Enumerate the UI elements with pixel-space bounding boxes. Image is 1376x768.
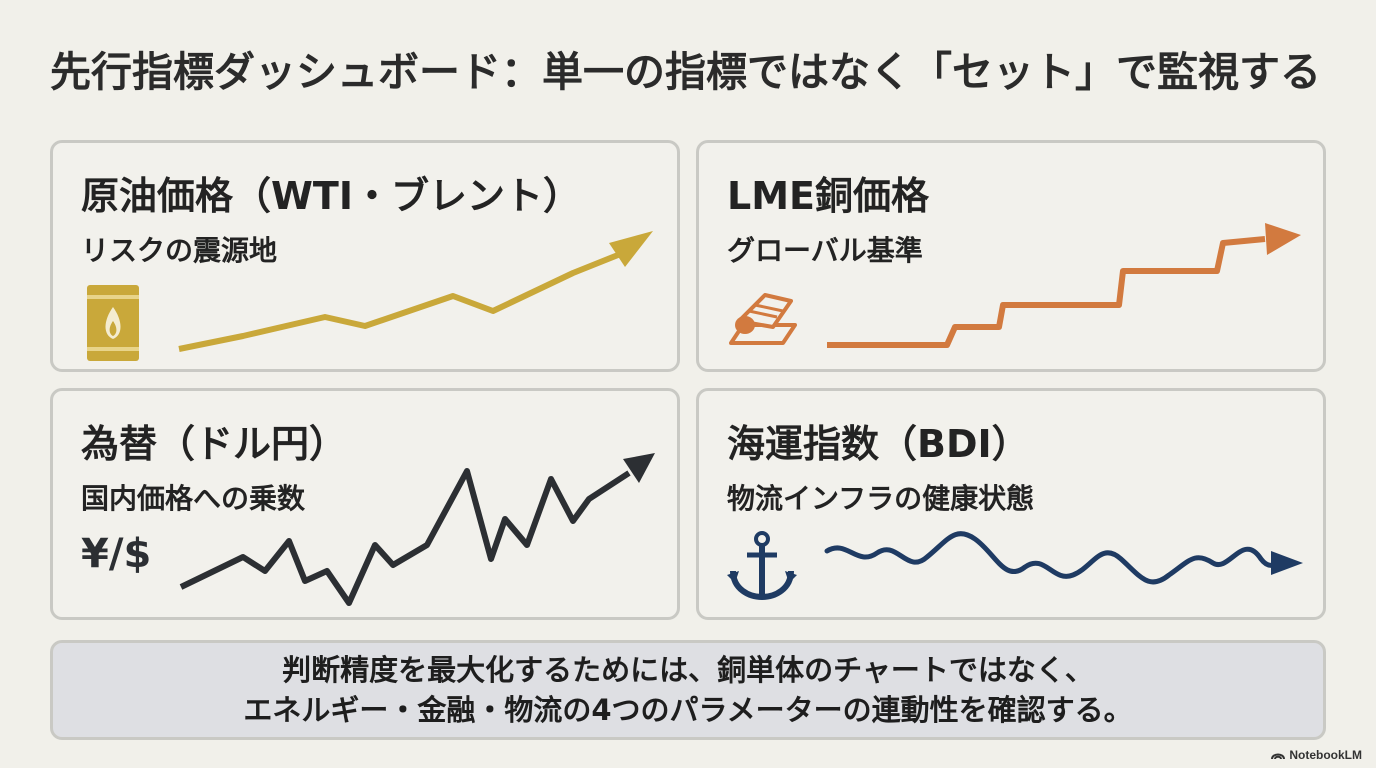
copper-step-line: [827, 223, 1301, 348]
oil-barrel-icon: [87, 285, 139, 361]
logo-text: NotebookLM: [1289, 748, 1362, 762]
page-title: 先行指標ダッシュボード：単一の指標ではなく「セット」で監視する: [50, 48, 1321, 96]
card-bdi-shipping: 海運指数（BDI） 物流インフラの健康状態: [696, 388, 1326, 620]
bdi-wave-line: [824, 531, 1303, 585]
anchor-icon: [727, 531, 797, 601]
notebooklm-icon: [1271, 753, 1286, 760]
card-subtitle-copper: グローバル基準: [727, 234, 923, 267]
card-subtitle-oil: リスクの震源地: [81, 234, 278, 267]
card-title-copper: LME銅価格: [727, 174, 929, 218]
card-subtitle-fx: 国内価格への乗数: [81, 482, 306, 515]
banner-line-2: エネルギー・金融・物流の4つのパラメーターの連動性を確認する。: [243, 693, 1133, 727]
card-title-oil: 原油価格（WTI・ブレント）: [81, 174, 581, 218]
fx-volatile-line: [179, 453, 655, 606]
notebooklm-logo: NotebookLM: [1271, 748, 1362, 762]
card-title-fx: 為替（ドル円）: [81, 422, 348, 466]
card-copper-price: LME銅価格 グローバル基準: [696, 140, 1326, 372]
banner-line-1: 判断精度を最大化するためには、銅単体のチャートではなく、: [282, 653, 1094, 687]
card-title-bdi: 海運指数（BDI）: [727, 422, 1030, 466]
card-oil-price: 原油価格（WTI・ブレント） リスクの震源地: [50, 140, 680, 372]
conclusion-banner: 判断精度を最大化するためには、銅単体のチャートではなく、 エネルギー・金融・物流…: [50, 640, 1326, 740]
oil-trend-line: [178, 231, 653, 352]
currency-icon: ¥/$: [81, 531, 152, 577]
card-fx-usdjpy: 為替（ドル円） 国内価格への乗数 ¥/$: [50, 388, 680, 620]
copper-ingot-icon: [729, 293, 797, 345]
card-subtitle-bdi: 物流インフラの健康状態: [727, 482, 1035, 515]
